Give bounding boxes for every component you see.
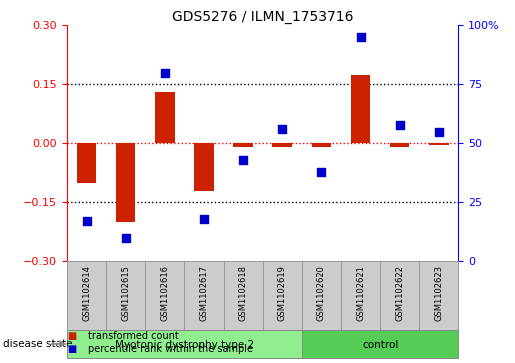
- Text: GSM1102616: GSM1102616: [160, 265, 169, 321]
- Text: GSM1102618: GSM1102618: [238, 265, 248, 321]
- Text: percentile rank within the sample: percentile rank within the sample: [88, 344, 252, 354]
- Point: [317, 169, 325, 175]
- Point: [82, 218, 91, 224]
- Text: GSM1102617: GSM1102617: [199, 265, 209, 321]
- Bar: [419, 261, 458, 330]
- Text: GSM1102623: GSM1102623: [434, 265, 443, 321]
- Point: [122, 235, 130, 241]
- Title: GDS5276 / ILMN_1753716: GDS5276 / ILMN_1753716: [172, 11, 353, 24]
- Text: transformed count: transformed count: [88, 331, 178, 341]
- Point: [161, 70, 169, 76]
- Text: GSM1102619: GSM1102619: [278, 265, 287, 321]
- Bar: [429, 143, 449, 145]
- Bar: [106, 261, 145, 330]
- Bar: [233, 143, 253, 147]
- Bar: [302, 330, 458, 358]
- Bar: [390, 143, 409, 147]
- Bar: [380, 261, 419, 330]
- Text: ■: ■: [67, 331, 76, 341]
- Point: [356, 34, 365, 40]
- Bar: [155, 92, 175, 143]
- Text: GSM1102620: GSM1102620: [317, 265, 326, 321]
- Point: [396, 122, 404, 127]
- Bar: [145, 261, 184, 330]
- Text: Myotonic dystrophy type 2: Myotonic dystrophy type 2: [115, 340, 254, 350]
- Bar: [194, 143, 214, 191]
- Text: GSM1102621: GSM1102621: [356, 265, 365, 321]
- Bar: [272, 143, 292, 147]
- Text: disease state: disease state: [3, 339, 72, 349]
- Point: [278, 126, 286, 132]
- Text: ■: ■: [67, 344, 76, 354]
- Bar: [312, 143, 331, 147]
- Text: control: control: [362, 340, 398, 350]
- Bar: [302, 261, 341, 330]
- Point: [200, 216, 208, 222]
- Bar: [67, 261, 106, 330]
- Text: GSM1102614: GSM1102614: [82, 265, 91, 321]
- Bar: [224, 261, 263, 330]
- Text: GSM1102615: GSM1102615: [121, 265, 130, 321]
- Bar: [77, 143, 96, 183]
- Point: [435, 129, 443, 134]
- Bar: [351, 74, 370, 143]
- Bar: [341, 261, 380, 330]
- Text: GSM1102622: GSM1102622: [395, 265, 404, 321]
- Bar: [116, 143, 135, 222]
- Bar: [67, 330, 302, 358]
- Bar: [184, 261, 224, 330]
- Bar: [263, 261, 302, 330]
- Point: [239, 157, 247, 163]
